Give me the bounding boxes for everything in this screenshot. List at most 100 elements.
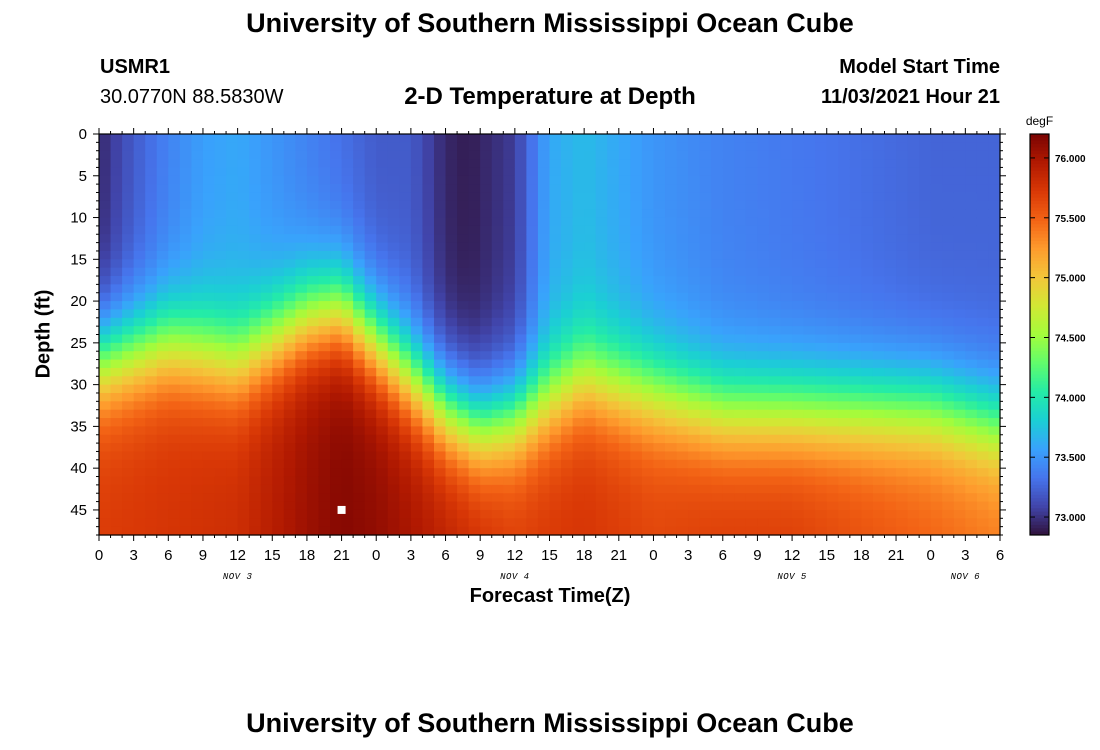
heat-cell	[572, 342, 585, 352]
heat-cell	[526, 267, 539, 277]
heat-cell	[514, 134, 527, 143]
heat-cell	[306, 468, 320, 478]
heat-cell	[133, 326, 146, 336]
heat-cell	[364, 351, 377, 361]
heat-cell	[838, 451, 851, 461]
heat-cell	[872, 451, 886, 461]
heat-cell	[237, 192, 250, 202]
heat-cell	[422, 217, 435, 227]
x-tick-label: 15	[264, 547, 281, 564]
heat-cell	[214, 167, 227, 177]
heat-cell	[757, 359, 770, 369]
heat-cell	[503, 401, 516, 411]
heat-cell	[99, 150, 112, 160]
colorbar-tick-label: 75.000	[1055, 274, 1086, 285]
heat-cell	[942, 501, 955, 511]
heat-cell	[480, 434, 493, 444]
heat-cell	[445, 476, 458, 486]
heat-cell	[272, 167, 285, 177]
heat-cell	[445, 392, 458, 402]
colorbar-segment	[1030, 387, 1049, 392]
heat-cell	[768, 200, 782, 210]
heat-cell	[445, 301, 458, 311]
heat-cell	[330, 267, 343, 277]
heat-cell	[353, 459, 366, 469]
heat-cell	[376, 376, 389, 386]
heat-cell	[387, 175, 400, 185]
heat-cell	[133, 434, 146, 444]
heat-cell	[641, 493, 655, 503]
heat-cell	[260, 134, 273, 143]
heat-cell	[745, 242, 759, 252]
heat-cell	[387, 476, 400, 486]
heat-cell	[237, 292, 250, 302]
heat-cell	[133, 159, 146, 169]
heat-cell	[226, 276, 239, 285]
heat-cell	[156, 317, 169, 327]
heat-cell	[295, 451, 308, 461]
heat-cell	[907, 317, 920, 327]
heat-cell	[237, 451, 250, 461]
colorbar-segment	[1030, 371, 1049, 376]
heat-cell	[919, 518, 932, 528]
heat-cell	[884, 192, 897, 202]
heat-cell	[549, 200, 562, 210]
heat-cell	[976, 426, 990, 436]
heat-cell	[537, 526, 551, 536]
heat-cell	[953, 209, 966, 219]
heat-cell	[838, 526, 851, 536]
heat-cell	[168, 259, 181, 269]
heat-cell	[722, 292, 735, 302]
heat-cell	[422, 250, 435, 260]
heat-cell	[930, 526, 943, 536]
heat-cell	[872, 342, 886, 352]
heat-cell	[872, 301, 886, 311]
heat-cell	[387, 376, 400, 386]
heat-cell	[260, 359, 273, 369]
colorbar-segment	[1030, 210, 1049, 215]
heat-cell	[399, 484, 412, 494]
heat-cell	[872, 409, 886, 419]
heat-cell	[757, 142, 770, 152]
heat-cell	[433, 150, 447, 160]
heat-cell	[665, 159, 678, 169]
heat-cell	[780, 192, 793, 202]
heat-cell	[896, 150, 909, 160]
heat-cell	[214, 501, 227, 511]
heat-cell	[815, 284, 828, 294]
colorbar-segment	[1030, 137, 1049, 142]
colorbar-segment	[1030, 274, 1049, 279]
heat-cell	[433, 526, 447, 536]
heat-cell	[537, 225, 551, 235]
heat-cell	[953, 484, 966, 494]
heat-cell	[653, 200, 666, 210]
heat-cell	[468, 418, 481, 427]
heat-cell	[711, 192, 724, 202]
heat-cell	[364, 434, 377, 444]
heat-cell	[353, 509, 366, 519]
heat-cell	[480, 392, 493, 402]
heat-cell	[457, 392, 470, 402]
heat-cell	[722, 200, 735, 210]
heat-cell	[283, 401, 296, 411]
heat-cell	[699, 142, 712, 152]
heat-cell	[156, 468, 169, 478]
heat-cell	[896, 167, 909, 177]
heat-cell	[849, 192, 862, 202]
heat-cell	[792, 401, 805, 411]
heat-cell	[318, 459, 331, 469]
heat-cell	[584, 150, 597, 160]
heat-cell	[549, 267, 562, 277]
heat-cell	[341, 426, 354, 436]
heat-cell	[237, 225, 250, 235]
heat-cell	[237, 351, 250, 361]
heat-cell	[179, 150, 193, 160]
heat-cell	[145, 192, 158, 202]
heat-cell	[306, 359, 320, 369]
colorbar-segment	[1030, 321, 1049, 325]
heat-cell	[330, 317, 343, 327]
heat-cell	[156, 134, 169, 143]
heat-cell	[514, 484, 527, 494]
heat-cell	[768, 509, 782, 519]
heat-cell	[156, 234, 169, 244]
